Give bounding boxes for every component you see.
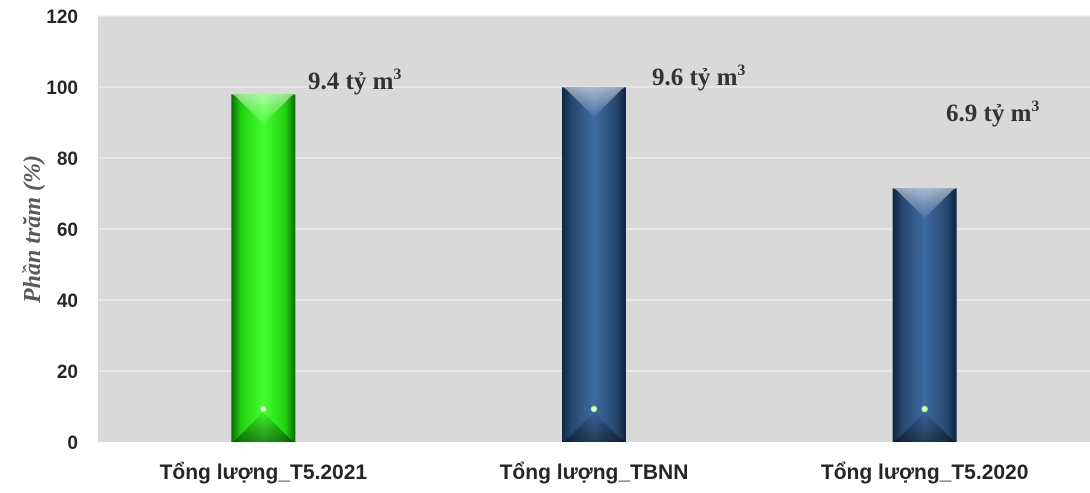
bar-marker <box>921 405 928 413</box>
y-tick-label: 40 <box>57 291 78 312</box>
x-category-label: Tổng lượng_T5.2021 <box>160 461 368 484</box>
bar-1 <box>231 94 296 442</box>
bar-body <box>892 188 957 442</box>
bar-marker <box>590 405 598 413</box>
y-tick-label: 0 <box>67 433 78 454</box>
x-category-label: Tổng lượng_TBNN <box>500 461 689 484</box>
y-tick-label: 80 <box>57 149 78 170</box>
data-label: 9.4 tỷ m3 <box>308 66 401 95</box>
bar-bottom-bevel <box>892 412 957 442</box>
bars <box>231 87 957 442</box>
x-axis-categories: Tổng lượng_T5.2021 Tổng lượng_TBNN Tổng lư… <box>160 461 1029 484</box>
data-label: 9.6 tỷ m3 <box>652 62 745 91</box>
bar-marker <box>260 405 267 413</box>
bar-top-bevel <box>892 188 957 219</box>
data-labels: 9.4 tỷ m3 9.6 tỷ m3 6.9 tỷ m3 <box>308 62 1039 127</box>
y-axis-title: Phần trăm (%) <box>20 155 46 304</box>
data-label: 6.9 tỷ m3 <box>946 98 1039 127</box>
bar-bottom-bevel <box>562 412 626 442</box>
bar-3 <box>892 188 957 442</box>
bar-2 <box>562 87 626 442</box>
bar-bottom-bevel <box>231 412 296 442</box>
bar-body <box>231 94 296 442</box>
bar-body <box>562 87 626 442</box>
y-tick-label: 60 <box>57 220 78 241</box>
x-category-label: Tổng lượng_T5.2020 <box>821 461 1029 484</box>
y-tick-label: 120 <box>46 7 78 28</box>
y-tick-label: 20 <box>57 362 78 383</box>
bar-top-bevel <box>231 94 296 125</box>
y-axis-ticks: 0 20 40 60 80 100 120 <box>46 7 78 454</box>
bar-top-bevel <box>562 87 626 117</box>
y-tick-label: 100 <box>46 78 78 99</box>
